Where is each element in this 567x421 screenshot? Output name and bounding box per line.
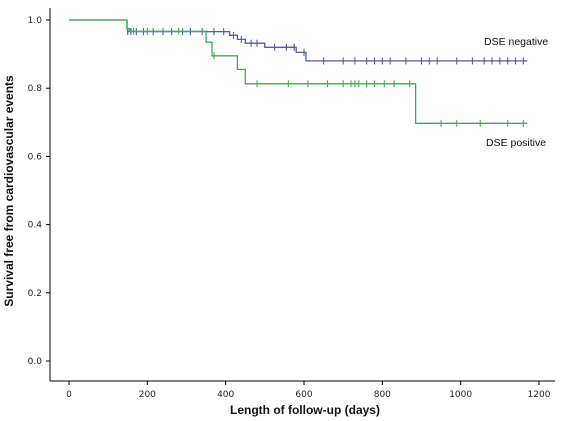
x-tick-label: 1200: [528, 390, 551, 400]
y-tick-label: 1.0: [28, 16, 43, 26]
axes: 0 200 400 600 800 1000 1200 0.0 0.2 0.4 0.6 0.8 1.0: [28, 8, 555, 400]
x-tick-label: 400: [217, 390, 234, 400]
x-axis-title: Length of follow-up (days): [230, 403, 380, 417]
series-label-dse-positive: DSE positive: [486, 137, 546, 149]
x-tick-label: 800: [374, 390, 391, 400]
y-tick-label: 0.2: [28, 289, 42, 299]
x-tick-label: 1000: [449, 390, 472, 400]
x-tick-label: 200: [139, 390, 156, 400]
x-tick-label: 0: [66, 390, 72, 400]
y-tick-label: 0.4: [28, 221, 43, 231]
y-tick-label: 0.6: [28, 152, 43, 162]
series-layer: [69, 19, 528, 127]
y-tick-label: 0.0: [28, 357, 43, 367]
x-tick-label: 600: [295, 390, 312, 400]
y-tick-label: 0.8: [28, 84, 43, 94]
y-axis-title: Survival free from cardiovascular events: [2, 75, 16, 307]
survival-curve-dse-positive: [69, 19, 528, 124]
series-label-dse-negative: DSE negative: [484, 36, 548, 48]
